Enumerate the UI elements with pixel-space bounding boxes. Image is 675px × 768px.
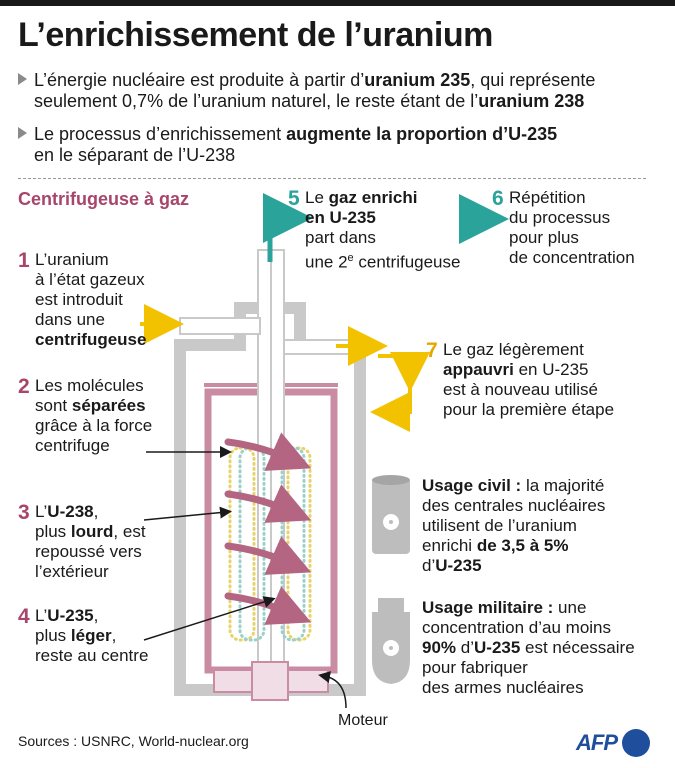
recycle-arrow [370, 354, 412, 432]
usage-text: d’ [456, 638, 474, 657]
step-text-bold: lourd [70, 522, 114, 541]
intro-text: en le séparant de l’U-238 [34, 145, 236, 165]
step-text: plus [35, 522, 71, 541]
step-text: pour plus [509, 228, 579, 247]
sources-credit: Sources : USNRC, World-nuclear.org [18, 733, 249, 749]
motor-hub [251, 661, 289, 701]
afp-logo-label: AFP [576, 730, 618, 755]
afp-logo-text: AFP [576, 730, 618, 756]
superscript: e [347, 252, 354, 264]
step-number: 4 [18, 605, 30, 628]
usage-text-bold: 90% [422, 638, 457, 657]
step-text: grâce à la force [35, 416, 153, 435]
step-text-bold: U-238 [47, 502, 94, 521]
intro-text: , qui représente [470, 70, 596, 90]
step-text: Les molécules [35, 376, 144, 395]
dashed-divider [18, 178, 646, 179]
step-text-bold: léger [70, 626, 112, 645]
step-text: en U-235 [513, 360, 589, 379]
bullet-triangle-icon [18, 73, 27, 85]
usage-text: la majorité [521, 476, 605, 495]
bullet-triangle-icon [18, 127, 27, 139]
step-text: , [93, 502, 99, 521]
step-text: est à nouveau utilisé [443, 380, 598, 399]
step-text: est introduit [35, 290, 123, 309]
step-text-bold: centrifugeuse [35, 330, 147, 349]
step-text: sont [35, 396, 72, 415]
step-number: 2 [18, 375, 30, 398]
usage-text-bold: U-235 [474, 638, 521, 657]
usage-text-bold: de 3,5 à 5% [476, 536, 569, 555]
usage-militaire: Usage militaire : une concentration d’au… [422, 598, 635, 698]
step-text: L’ [35, 606, 48, 625]
intro-bold: uranium 235 [364, 70, 471, 90]
usage-civil: Usage civil : la majorité des centrales … [422, 476, 605, 576]
usage-label: Usage militaire : [422, 598, 554, 617]
fuel-rod-icon [372, 475, 410, 554]
enriched-gas-arrow [263, 193, 313, 262]
usage-text: est nécessaire [520, 638, 635, 657]
step-text: à l’état gazeux [35, 270, 145, 289]
usage-text: des centrales nucléaires [422, 496, 606, 515]
step-text-bold: U-235 [47, 606, 94, 625]
step-number: 6 [492, 187, 504, 210]
step-text: centrifuge [35, 436, 110, 455]
intro-bold: augmente la proportion d’U-235 [286, 124, 558, 144]
usage-text: pour fabriquer [422, 658, 528, 677]
step-text: L’uranium [35, 250, 109, 269]
step-text: , [93, 606, 99, 625]
usage-text: d’ [422, 556, 436, 575]
step-number: 3 [18, 501, 30, 524]
step-text: , est [113, 522, 146, 541]
section-title: Centrifugeuse à gaz [18, 189, 190, 209]
step-text: du processus [509, 208, 611, 227]
pointer-u238 [143, 506, 232, 521]
step-text: une 2 [305, 252, 348, 272]
usage-text-bold: U-235 [435, 556, 482, 575]
step-text-bold: gaz enrichi [328, 188, 418, 207]
step-text: l’extérieur [35, 562, 109, 581]
step-text: , [111, 626, 117, 645]
inlet-pipe [179, 317, 261, 335]
pointer-motor [318, 671, 347, 709]
intro-text: seulement 0,7% de l’uranium naturel, le … [34, 91, 479, 111]
page-title: L’enrichissement de l’uranium [18, 16, 493, 54]
step-text: Répétition [509, 188, 586, 207]
top-bar [0, 0, 675, 6]
step-text: dans une [35, 310, 105, 329]
intro-text: Le processus d’enrichissement [34, 124, 287, 144]
step-text: plus [35, 626, 71, 645]
usage-label: Usage civil : [422, 476, 522, 495]
pointer-u235 [143, 596, 276, 641]
step-text: Le gaz légèrement [443, 340, 584, 359]
motor-label: Moteur [338, 712, 388, 729]
usage-text: concentration d’au moins [422, 618, 612, 637]
step-text-bold: appauvri [443, 360, 514, 379]
usage-text: des armes nucléaires [422, 678, 584, 697]
usage-text: utilisent de l’uranium [422, 516, 577, 535]
step-text: Le [305, 188, 329, 207]
intro-bold: uranium 238 [478, 91, 585, 111]
step-text: pour la première étape [443, 400, 615, 419]
step-number: 1 [18, 249, 30, 272]
intro-text: L’énergie nucléaire est produite à parti… [34, 70, 365, 90]
step-text: part dans [305, 228, 376, 247]
afp-logo [622, 729, 650, 757]
step-text: L’ [35, 502, 48, 521]
usage-text: enrichi [422, 536, 477, 555]
step-text: repoussé vers [35, 542, 142, 561]
step-text-bold: séparées [71, 396, 146, 415]
step-number: 7 [426, 339, 438, 362]
step-text: de concentration [509, 248, 635, 267]
step-text: centrifugeuse [353, 252, 461, 272]
step-text-bold: en U-235 [305, 208, 376, 227]
usage-text: une [553, 598, 587, 617]
step-text: reste au centre [35, 646, 149, 665]
step-number: 5 [288, 187, 300, 210]
bomb-icon [372, 598, 410, 684]
dotted-stream-outer [228, 446, 256, 642]
